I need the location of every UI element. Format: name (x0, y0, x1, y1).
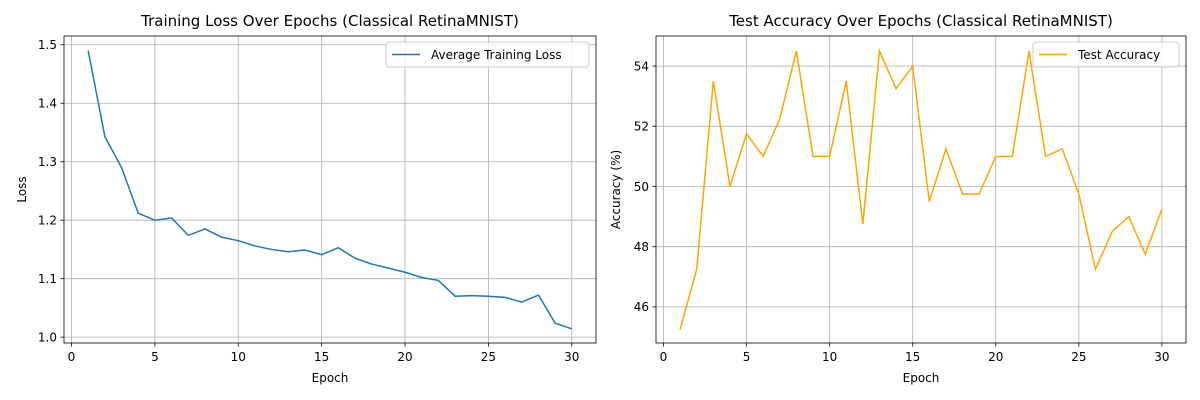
y-tick-label: 1.5 (38, 38, 57, 52)
x-tick-label: 30 (564, 350, 579, 364)
y-tick-label: 50 (634, 180, 649, 194)
x-tick-label: 10 (231, 350, 246, 364)
x-tick-label: 20 (988, 350, 1003, 364)
y-tick-label: 1.0 (38, 330, 57, 344)
x-tick-label: 25 (1071, 350, 1086, 364)
x-tick-label: 30 (1154, 350, 1169, 364)
x-tick-label: 15 (905, 350, 920, 364)
plot-frame (655, 35, 1187, 344)
y-tick-label: 46 (634, 300, 649, 314)
y-tick-label: 1.2 (38, 214, 57, 228)
x-tick-label: 5 (743, 350, 751, 364)
x-axis-label: Epoch (312, 371, 349, 385)
series-line-average-training-loss (87, 50, 573, 330)
y-tick-label: 48 (634, 240, 649, 254)
chart-title: Training Loss Over Epochs (Classical Ret… (140, 12, 519, 30)
x-tick-label: 5 (151, 350, 159, 364)
x-tick-label: 15 (314, 350, 329, 364)
series-line-test-accuracy (679, 48, 1163, 330)
legend: Average Training Loss (385, 41, 590, 68)
y-tick-label: 1.1 (38, 272, 57, 286)
chart-test-accuracy: Test Accuracy Over Epochs (Classical Ret… (609, 12, 1187, 385)
x-tick-label: 0 (68, 350, 76, 364)
plot-frame (63, 35, 597, 344)
y-tick-label: 54 (634, 59, 649, 73)
x-tick-label: 25 (481, 350, 496, 364)
chart-training-loss: Training Loss Over Epochs (Classical Ret… (15, 12, 597, 385)
legend-box (1032, 41, 1180, 68)
y-axis-label: Accuracy (%) (609, 150, 623, 229)
y-axis-label: Loss (15, 176, 29, 202)
x-tick-label: 10 (822, 350, 837, 364)
y-tick-label: 52 (634, 120, 649, 134)
legend-box (385, 41, 590, 68)
x-tick-label: 20 (397, 350, 412, 364)
legend-label-average-training-loss: Average Training Loss (431, 48, 562, 62)
x-tick-label: 0 (660, 350, 668, 364)
y-tick-label: 1.4 (38, 97, 57, 111)
legend: Test Accuracy (1032, 41, 1180, 68)
chart-title: Test Accuracy Over Epochs (Classical Ret… (728, 12, 1113, 30)
y-tick-label: 1.3 (38, 155, 57, 169)
x-axis-label: Epoch (903, 371, 940, 385)
legend-label-test-accuracy: Test Accuracy (1077, 48, 1160, 62)
